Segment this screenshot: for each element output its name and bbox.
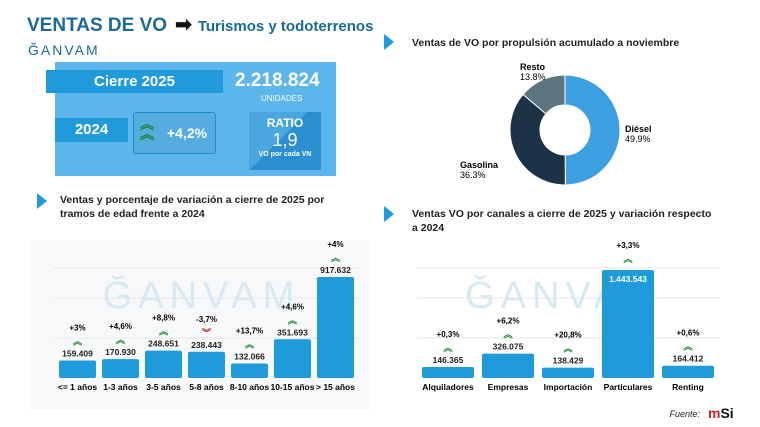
- channel-bar-chart: ĞANVAM146.365︽+0,3%Alquiladores326.075︽+…: [417, 241, 720, 392]
- variation-value: +4,2%: [167, 125, 208, 141]
- watermark: ĞANVAM: [103, 273, 301, 317]
- bar: [145, 350, 182, 378]
- chevron-up-icon: ︽: [245, 339, 254, 349]
- variation-label: +4,6%: [109, 322, 132, 331]
- value-label: 159.409: [62, 348, 93, 358]
- variation-label: +4,6%: [281, 302, 304, 311]
- chevron-up-icon: ︽: [116, 335, 125, 345]
- value-label: 1.443.543: [609, 274, 647, 284]
- category-label: Renting: [672, 382, 704, 392]
- chevron-up-icon: ︽: [159, 327, 168, 337]
- category-label: 3-5 años: [146, 382, 181, 392]
- bar: [188, 351, 225, 378]
- chevron-up-icon: ︽: [683, 342, 692, 352]
- kpi-box: Cierre 2025 2024 ︽ ︽ +4,2% 2.218.824 UNIDA…: [46, 62, 336, 176]
- slice-label: Diésel: [625, 124, 652, 134]
- variation-label: +0,3%: [437, 330, 460, 339]
- msi-logo: mSi: [708, 405, 734, 421]
- category-label: 8-10 años: [230, 382, 269, 392]
- category-label: > 15 años: [316, 382, 355, 392]
- channel-chart-title: Ventas VO por canales a cierre de 2025 y…: [412, 208, 712, 234]
- chevron-up-icon: ︽: [331, 253, 340, 263]
- bar: [59, 360, 96, 378]
- variation-label: +4%: [327, 240, 343, 249]
- chevron-up-icon: ︽: [563, 344, 572, 354]
- bar: [662, 365, 714, 378]
- slice-value: 49.9%: [625, 134, 651, 144]
- slice-value: 36.3%: [460, 170, 486, 180]
- value-label: 138.429: [553, 356, 584, 366]
- value-label: 170.930: [105, 347, 136, 357]
- title-main: VENTAS DE VO: [27, 15, 168, 36]
- category-label: Empresas: [488, 382, 529, 392]
- category-label: Particulares: [604, 382, 653, 392]
- bar: [422, 367, 474, 378]
- category-label: Importación: [544, 382, 593, 392]
- units-label: UNIDADES: [261, 94, 303, 103]
- source-label: Fuente:: [669, 409, 700, 419]
- prev-year-label: 2024: [55, 118, 128, 142]
- variation-label: +3%: [69, 323, 85, 332]
- donut-title: Ventas de VO por propulsión acumulado a …: [412, 37, 680, 49]
- value-label: 248.651: [148, 339, 179, 349]
- chevron-up-icon: ︽: [503, 330, 512, 340]
- variation-label: +13,7%: [236, 326, 263, 335]
- category-label: 5-8 años: [189, 382, 224, 392]
- category-label: Alquiladores: [422, 382, 474, 392]
- chevron-down-icon: ︾: [202, 327, 211, 338]
- variation-label: +6,2%: [497, 317, 520, 326]
- ratio-label: RATIO: [266, 116, 304, 130]
- chevron-up-icon: ︽ ︽: [140, 116, 154, 142]
- value-label: 917.632: [320, 265, 351, 275]
- variation-label: +0,6%: [677, 329, 700, 338]
- category-label: 1-3 años: [103, 382, 138, 392]
- variation-label: +8,8%: [152, 314, 175, 323]
- ratio-desc: VO por cada VN: [258, 151, 312, 158]
- slice-resto: [522, 74, 566, 115]
- cierre-label: Cierre 2025: [46, 70, 223, 93]
- bar: [542, 367, 594, 378]
- chevron-up-icon: ︽: [443, 343, 452, 353]
- bar: [231, 363, 268, 378]
- bar: [274, 339, 311, 378]
- value-label: 238.443: [191, 340, 222, 350]
- slice-value: 13.8%: [520, 72, 546, 82]
- section-marker-icon: [384, 34, 394, 50]
- ganvam-logo: ĞANVAM: [28, 42, 100, 58]
- value-label: 146.365: [433, 355, 464, 365]
- chevron-up-icon: ︽: [73, 336, 82, 346]
- slice-diésel: [564, 74, 621, 186]
- slice-label: Resto: [520, 62, 546, 72]
- section-marker-icon: [37, 193, 47, 209]
- bar: [602, 270, 654, 378]
- ratio-value: 1,9: [272, 130, 298, 150]
- age-bar-chart: ĞANVAM 159.409 ︽ +3% <= 1 años 170.930 ︽ +4,6% 1…: [54, 240, 360, 392]
- arrow-right-icon: ➡: [175, 14, 192, 36]
- chevron-up-icon: ︽: [288, 315, 297, 325]
- variation-label: +20,8%: [554, 331, 581, 340]
- total-units: 2.218.824: [235, 70, 320, 91]
- category-label: 10-15 años: [271, 382, 315, 392]
- age-chart-title: Ventas y porcentaje de variación a cierr…: [60, 194, 325, 220]
- category-label: <= 1 años: [58, 382, 97, 392]
- slice-gasolina: [509, 93, 566, 186]
- bar: [102, 359, 139, 378]
- variation-box: ︽ ︽ +4,2%: [133, 112, 216, 154]
- bar: [482, 353, 534, 378]
- value-label: 351.693: [277, 327, 308, 337]
- slice-label: Gasolina: [460, 160, 499, 170]
- chevron-up-icon: ︽: [623, 254, 632, 264]
- title-subtitle: Turismos y todoterrenos: [197, 18, 374, 35]
- ratio-box: RATIO 1,9 VO por cada VN: [249, 112, 321, 170]
- variation-label: -3,7%: [196, 315, 217, 324]
- value-label: 132.066: [234, 351, 265, 361]
- value-label: 326.075: [493, 342, 524, 352]
- bar: [317, 277, 354, 378]
- page-title: VENTAS DE VO ➡ Turismos y todoterrenos: [27, 12, 373, 37]
- variation-label: +3,3%: [617, 241, 640, 250]
- section-marker-icon: [384, 206, 394, 222]
- value-label: 164.412: [673, 354, 704, 364]
